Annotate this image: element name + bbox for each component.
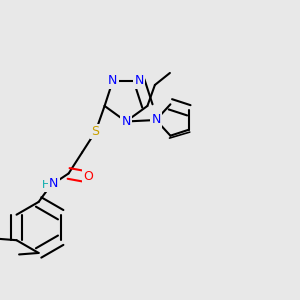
Text: N: N (151, 113, 161, 127)
Text: O: O (83, 170, 93, 183)
Text: N: N (134, 74, 144, 87)
Text: H: H (42, 181, 50, 190)
Text: N: N (49, 178, 58, 190)
Text: N: N (121, 115, 131, 128)
Text: S: S (92, 125, 100, 138)
Text: N: N (108, 74, 118, 87)
